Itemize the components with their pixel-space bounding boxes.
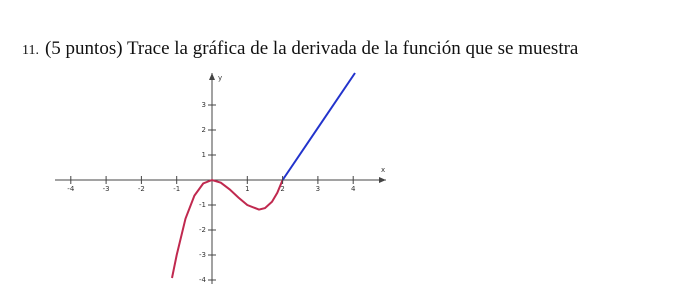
x-tick-label: 2 (280, 185, 284, 193)
y-tick-label: 1 (202, 151, 206, 159)
x-tick-label: -4 (67, 185, 75, 193)
y-arrow (209, 73, 215, 80)
function-curve (171, 178, 284, 279)
y-tick-label: 3 (202, 101, 206, 109)
y-tick-label: -1 (199, 201, 206, 209)
x-tick-label: 3 (316, 185, 320, 193)
question-number: 11. (22, 43, 39, 58)
x-tick-label: -2 (138, 185, 145, 193)
question: 11. (5 puntos) Trace la gráfica de la der… (22, 38, 578, 60)
x-tick-label: -1 (173, 185, 180, 193)
x-tick-label: -3 (103, 185, 110, 193)
y-tick-label: -4 (199, 276, 207, 284)
x-tick-label: 4 (351, 185, 356, 193)
y-tick-label: 2 (202, 126, 206, 134)
question-text: (5 puntos) Trace la gráfica de la deriva… (44, 38, 579, 59)
x-axis-label: x (381, 166, 385, 174)
y-axis-label: y (218, 74, 222, 82)
y-tick-label: -2 (199, 226, 206, 234)
x-tick-label: 1 (245, 185, 249, 193)
x-arrow (379, 177, 386, 183)
y-tick-label: -3 (199, 251, 206, 259)
function-line (281, 72, 356, 181)
